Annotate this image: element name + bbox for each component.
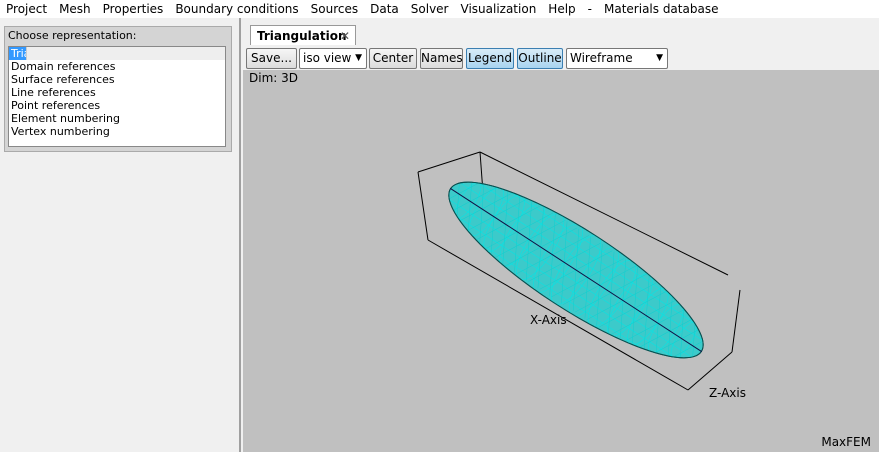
menu-item[interactable]: Data — [370, 2, 399, 16]
mode-select[interactable]: Wireframe ▼ — [566, 48, 668, 69]
left-panel: Choose representation: TriangulationDoma… — [0, 18, 241, 452]
list-item[interactable]: Vertex numbering — [11, 125, 110, 138]
mesh-line — [477, 182, 697, 325]
menu-item[interactable]: Visualization — [460, 2, 537, 16]
viewport: Dim: 3D MaxFEM X-Axis Z-Axis — [243, 70, 879, 452]
watermark: MaxFEM — [821, 435, 871, 449]
z-axis-label: Z-Axis — [709, 386, 746, 400]
menu-item[interactable]: Sources — [310, 2, 359, 16]
mesh-line — [508, 190, 676, 300]
names-button[interactable]: Names — [420, 48, 463, 69]
menu-item[interactable]: Project — [6, 2, 48, 16]
save-button[interactable]: Save... — [246, 48, 297, 69]
view-select-text: iso view — [303, 51, 352, 65]
list-item[interactable]: Point references — [11, 99, 101, 112]
scrollbar[interactable] — [26, 47, 225, 60]
list-item[interactable]: Surface references — [11, 73, 115, 86]
x-axis-label: X-Axis — [530, 313, 567, 327]
mesh-plot: X-Axis Z-Axis — [417, 151, 746, 400]
tab[interactable]: Triangulation ✕ — [250, 25, 356, 45]
mesh-line — [476, 240, 644, 350]
mesh-line — [459, 182, 704, 342]
tab-title: Triangulation — [257, 29, 347, 43]
menu-item[interactable]: Help — [548, 2, 576, 16]
menu-item[interactable]: Materials database — [604, 2, 719, 16]
menu-bar: Project Mesh Properties Boundary conditions… — [0, 0, 879, 18]
outline-button[interactable]: Outline — [517, 48, 563, 69]
list-item[interactable]: Element numbering — [11, 112, 120, 125]
list-item[interactable]: Line references — [11, 86, 96, 99]
view-select[interactable]: iso view ▼ — [299, 48, 367, 69]
mesh-line — [455, 215, 675, 358]
menu-item[interactable]: - — [587, 2, 592, 16]
ellipsoid-mesh — [428, 154, 724, 386]
mode-select-text: Wireframe — [570, 51, 633, 65]
menu-item[interactable]: Boundary conditions — [175, 2, 299, 16]
tab-close[interactable]: ✕ — [339, 29, 350, 43]
list-item[interactable]: Domain references — [11, 60, 116, 73]
mesh-line — [448, 198, 693, 358]
center-button[interactable]: Center — [369, 48, 417, 69]
dim-label: Dim: 3D — [249, 71, 298, 85]
representation-group: Choose representation: TriangulationDoma… — [4, 26, 232, 152]
legend-button[interactable]: Legend — [466, 48, 514, 69]
menu-item[interactable]: Properties — [102, 2, 164, 16]
mesh-line — [449, 187, 703, 353]
menu-item[interactable]: Solver — [410, 2, 449, 16]
group-label: Choose representation: — [8, 29, 137, 42]
menu-item[interactable]: Mesh — [59, 2, 91, 16]
